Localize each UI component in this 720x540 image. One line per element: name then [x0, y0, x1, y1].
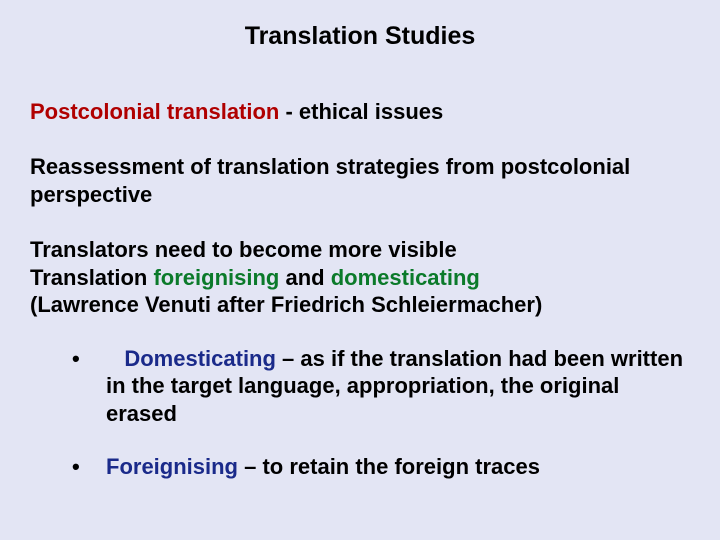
bullet-marker-icon: •: [72, 453, 106, 481]
paragraph-2: Translators need to become more visible …: [30, 236, 690, 319]
para2-line3: (Lawrence Venuti after Friedrich Schleie…: [30, 292, 542, 317]
bullet-keyword: Foreignising: [106, 454, 238, 479]
para2-line2-pre: Translation: [30, 265, 153, 290]
paragraph-1: Reassessment of translation strategies f…: [30, 153, 690, 208]
slide-subtitle: Postcolonial translation - ethical issue…: [30, 99, 690, 125]
bullet-keyword: Domesticating: [124, 346, 276, 371]
bullet-item: • Domesticating – as if the translation …: [72, 345, 690, 428]
bullet-list: • Domesticating – as if the translation …: [30, 345, 690, 481]
bullet-item: • Foreignising – to retain the foreign t…: [72, 453, 690, 481]
keyword-domesticating: domesticating: [331, 265, 480, 290]
para2-line1: Translators need to become more visible: [30, 237, 457, 262]
bullet-rest: – to retain the foreign traces: [238, 454, 540, 479]
slide-title: Translation Studies: [30, 22, 690, 51]
bullet-text: Domesticating – as if the translation ha…: [106, 345, 690, 428]
bullet-marker-icon: •: [72, 345, 106, 428]
subtitle-highlight: Postcolonial translation: [30, 99, 279, 124]
para2-line2-mid: and: [279, 265, 330, 290]
bullet-text: Foreignising – to retain the foreign tra…: [106, 453, 690, 481]
subtitle-rest: - ethical issues: [279, 99, 443, 124]
bullet-lead-space: [106, 346, 124, 371]
keyword-foreignising: foreignising: [153, 265, 279, 290]
